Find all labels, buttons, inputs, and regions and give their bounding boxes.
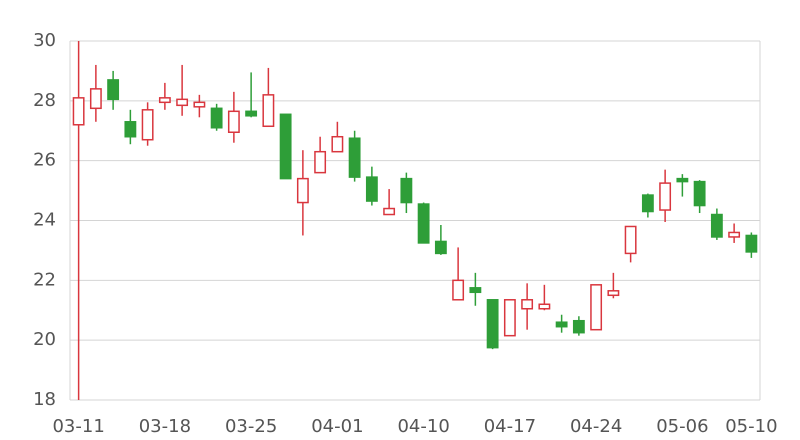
candle-body: [469, 287, 482, 294]
candle-body: [176, 98, 189, 107]
candle-body: [383, 207, 396, 216]
candle-body: [245, 110, 258, 117]
x-tick-label: 04-10: [397, 416, 449, 437]
candle-body: [107, 79, 120, 101]
candle-body: [158, 97, 171, 104]
candle-body: [521, 299, 534, 310]
candle-body: [745, 234, 758, 253]
candle-body: [400, 177, 413, 204]
candle-body: [331, 135, 344, 153]
candle-body: [262, 94, 275, 128]
y-tick-label: 28: [33, 90, 56, 111]
candle-body: [641, 194, 654, 213]
candle-body: [572, 319, 585, 334]
candle-body: [452, 279, 465, 301]
candle-body: [538, 303, 551, 310]
candle-body: [141, 109, 154, 141]
y-tick-label: 20: [33, 329, 56, 350]
candle-body: [227, 110, 240, 133]
candle-body: [659, 182, 672, 211]
y-tick-label: 30: [33, 30, 56, 51]
candle-body: [417, 203, 430, 244]
x-tick-label: 03-18: [139, 416, 191, 437]
candle-body: [693, 180, 706, 207]
candle-body: [728, 231, 741, 238]
candle-body: [89, 88, 102, 110]
candle-body: [210, 107, 223, 129]
candle-body: [314, 150, 327, 174]
candle-body: [624, 225, 637, 255]
candle-body: [365, 176, 378, 202]
y-tick-label: 18: [33, 389, 56, 410]
y-tick-label: 26: [33, 150, 56, 171]
candle-body: [124, 121, 137, 138]
x-tick-label: 05-06: [656, 416, 708, 437]
x-tick-label: 05-10: [725, 416, 777, 437]
y-tick-label: 22: [33, 269, 56, 290]
candle-body: [607, 290, 620, 297]
candle-body: [193, 101, 206, 108]
candle-body: [72, 97, 85, 126]
candle-body: [710, 213, 723, 238]
candle-body: [555, 321, 568, 328]
x-tick-label: 04-01: [311, 416, 363, 437]
candle-body: [348, 137, 361, 178]
candle-body: [279, 113, 292, 180]
x-tick-label: 03-11: [52, 416, 104, 437]
y-tick-label: 24: [33, 210, 56, 231]
candle-body: [503, 299, 516, 337]
candle-body: [676, 177, 689, 183]
candle-body: [486, 299, 499, 349]
x-tick-label: 04-17: [484, 416, 536, 437]
candle-body: [434, 240, 447, 255]
candle-body: [296, 177, 309, 204]
candle-body: [590, 284, 603, 331]
x-tick-label: 04-24: [570, 416, 622, 437]
x-tick-label: 03-25: [225, 416, 277, 437]
